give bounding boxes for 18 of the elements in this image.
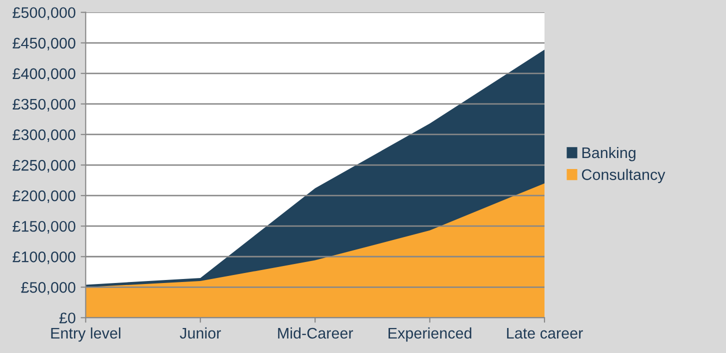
x-tick-label: Entry level [51, 327, 120, 342]
y-tick-label: £50,000 [21, 282, 76, 295]
y-tick-label: £150,000 [12, 220, 76, 234]
x-tick-label: Mid-Career [278, 327, 354, 339]
y-tick-label: £250,000 [12, 160, 76, 173]
y-tick-label: £0 [59, 312, 76, 324]
y-tick-label: £300,000 [12, 129, 76, 142]
y-tick-label: £400,000 [12, 68, 76, 81]
legend-label: Consultancy [582, 168, 666, 184]
y-tick-label: £500,000 [12, 7, 76, 20]
y-tick-label: £450,000 [12, 38, 76, 50]
y-tick-label: £350,000 [12, 98, 76, 112]
x-tick-label: Experienced [388, 327, 472, 342]
x-tick-label: Junior [180, 327, 221, 339]
y-tick-label: £100,000 [12, 252, 76, 264]
x-tick-label: Late career [507, 328, 583, 339]
legend-label: Banking [582, 146, 636, 162]
y-tick-label: £200,000 [12, 190, 76, 204]
